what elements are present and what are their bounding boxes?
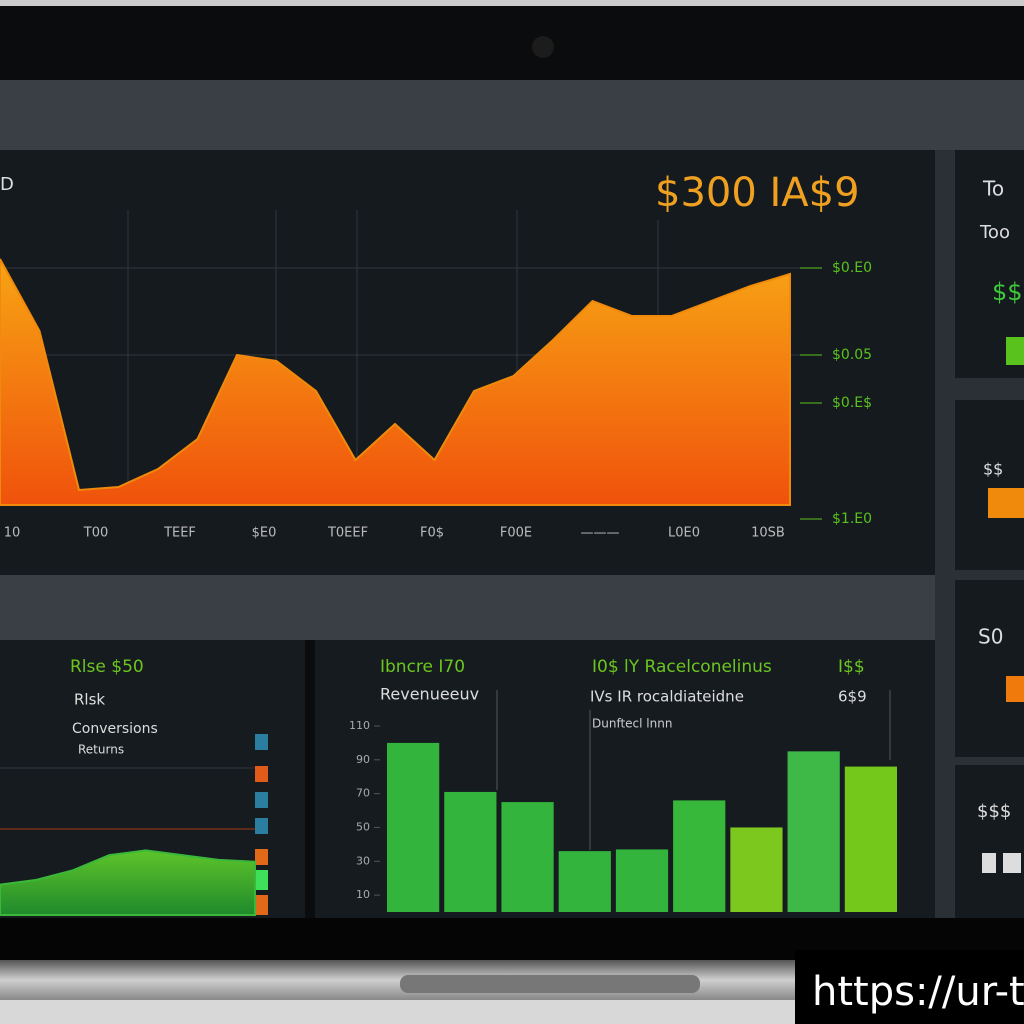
top-bar [0,80,1024,150]
card-subtitle: Too [979,222,1010,243]
legend-swatch [255,870,268,890]
x-tick-label: 10SB [751,526,785,541]
bar [501,802,554,912]
x-tick-label: $E0 [252,526,277,541]
y-tick-label: 110 [349,719,370,732]
side-card [955,765,1024,918]
card-indicator [1003,853,1021,873]
x-tick-label: T0EEF [327,526,368,541]
card-title: $$ [983,460,1003,479]
y-tick-label: $0.E$ [832,395,872,411]
x-tick-label: F00E [500,526,532,541]
panel-note: I0$ lY Racelconelinus [592,657,772,677]
headline: $300 IA$9 [655,170,860,216]
y-tick-label: 70 [356,787,370,800]
panel-note: 6$9 [838,688,867,706]
panel-title: Ibncre I70 [380,657,465,677]
x-tick-label: ——— [581,526,620,541]
hinge [400,975,700,993]
panel-label: Conversions [72,721,158,737]
legend-swatch [255,818,268,834]
card-indicator [988,488,1024,518]
watermark: https://ur-t [812,969,1024,1015]
card-title: S0 [978,625,1003,649]
panel-label: Returns [78,743,124,757]
panel-subtitle: Rlsk [74,691,105,709]
panel-label: D [0,174,14,195]
divider-bar [0,575,935,640]
x-tick-label: L0E0 [668,526,700,541]
side-card [955,580,1024,757]
y-tick-label: $1.E0 [832,511,872,527]
bar [444,791,497,912]
card-indicator [1006,676,1024,702]
x-tick-label: 10 [4,526,21,541]
legend-swatch [255,766,268,782]
bar [615,849,669,912]
x-tick-label: F0$ [420,526,444,541]
bar [730,827,783,912]
area [0,849,256,916]
y-tick-label: 30 [356,854,370,867]
card-title: $$$ [977,801,1011,822]
watermark-box [795,950,1024,1024]
bar [673,800,726,912]
card-title: To [982,177,1004,201]
x-tick-label: T00 [83,526,108,541]
card-indicator [982,853,996,873]
card-value: $$ [992,278,1023,306]
legend-swatch [255,734,268,750]
bar [787,751,840,912]
bar [844,766,897,912]
panel-subtitle: Revenueeuv [380,685,479,704]
panel-title: Rlse $50 [70,657,144,677]
legend-swatch [255,849,268,865]
card-indicator [1006,337,1024,365]
lid-edge [0,0,1024,6]
y-tick-label: $0.05 [832,347,872,363]
bar [558,851,611,912]
y-tick-label: 10 [356,888,370,901]
camera [532,36,554,58]
panel-note: IVs IR rocaldiateidne [590,688,744,706]
y-tick-label: 90 [356,753,370,766]
y-tick-label: $0.E0 [832,260,872,276]
bar [387,742,440,912]
x-tick-label: TEEF [163,526,196,541]
y-tick-label: 50 [356,820,370,833]
legend-swatch [255,792,268,808]
area [0,258,791,506]
panel-note: Dunftecl lnnn [592,717,672,731]
panel-note: I$$ [838,657,865,677]
side-card [955,400,1024,570]
legend-swatch [255,895,268,915]
